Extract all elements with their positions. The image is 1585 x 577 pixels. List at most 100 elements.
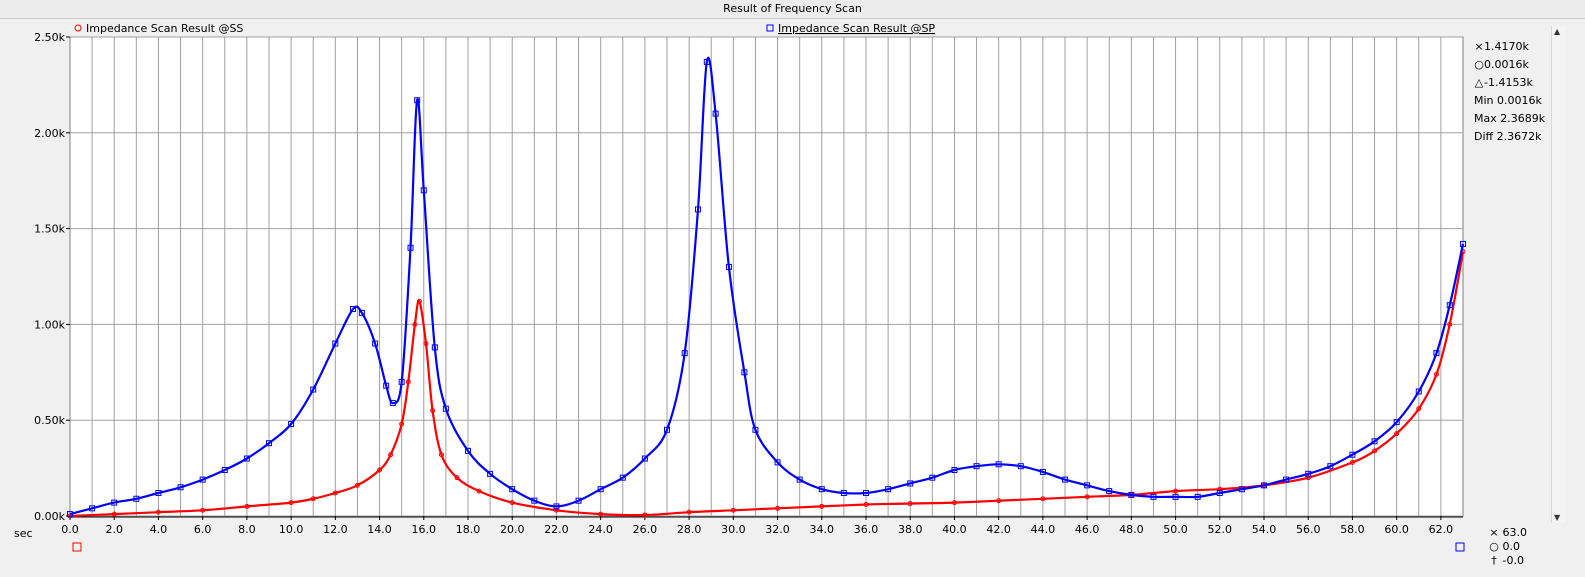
data-point	[996, 498, 1002, 504]
y-tick-label: 0.50k	[34, 414, 65, 427]
data-point	[597, 486, 604, 493]
data-point	[288, 421, 295, 428]
legend-label: Impedance Scan Result @SS	[86, 22, 243, 35]
data-point	[133, 495, 140, 502]
readout-row: ×1.4170k	[1474, 38, 1545, 56]
data-point	[509, 500, 515, 506]
x-tick-label: 32.0	[765, 523, 790, 536]
readout-symbol-icon: △	[1474, 76, 1484, 89]
data-point	[995, 461, 1002, 468]
data-point	[951, 467, 958, 474]
data-point	[487, 470, 494, 477]
data-point	[1349, 459, 1355, 465]
data-point	[1327, 463, 1334, 470]
readout-value: Max 2.3689k	[1474, 112, 1546, 125]
data-point	[416, 298, 422, 304]
data-point	[389, 399, 396, 406]
legend-label: Impedance Scan Result @SP	[778, 22, 935, 35]
data-point	[412, 321, 418, 327]
range-start-marker[interactable]	[72, 542, 82, 552]
data-point	[423, 341, 429, 347]
x-tick-label: 34.0	[810, 523, 835, 536]
data-point	[438, 452, 444, 458]
data-point	[703, 58, 710, 65]
data-point	[354, 482, 360, 488]
value-readout-panel: ×1.4170k ○0.0016k △-1.4153k Min 0.0016k Max …	[1474, 38, 1545, 146]
legend-circle-icon	[74, 24, 82, 32]
scroll-up-icon[interactable]: ▲	[1554, 27, 1561, 36]
data-point	[388, 452, 394, 458]
data-point	[465, 447, 471, 454]
cursor-value: 63.0	[1499, 526, 1527, 539]
data-point	[1062, 476, 1068, 483]
cursor-value: 0.0	[1499, 540, 1520, 553]
data-point	[199, 476, 206, 483]
readout-value: 0.0016k	[1484, 58, 1529, 71]
legend[interactable]: Impedance Scan Result @SS Impedance Scan …	[74, 22, 935, 35]
data-point	[332, 340, 339, 347]
readout-value: -1.4153k	[1484, 76, 1533, 89]
y-tick-label: 2.00k	[34, 127, 65, 140]
readout-symbol-icon: ×	[1474, 40, 1484, 53]
x-tick-label: 38.0	[898, 523, 923, 536]
data-point	[642, 512, 648, 518]
data-point	[310, 386, 317, 393]
data-point	[1460, 240, 1466, 247]
series-line	[69, 251, 1465, 518]
range-end-marker[interactable]	[1455, 542, 1465, 552]
x-tick-label: 18.0	[456, 523, 481, 536]
data-point	[973, 463, 980, 470]
x-axis: 0.0 2.0 4.0 6.0 8.0 10.0 12.0 14.0 16.0 18.0 20.0 2…	[61, 516, 1463, 536]
scroll-down-icon[interactable]: ▼	[1554, 513, 1561, 522]
x-tick-label: 28.0	[677, 523, 702, 536]
data-point	[332, 490, 338, 496]
readout-row: ○0.0016k	[1474, 56, 1545, 74]
data-point	[89, 505, 96, 512]
data-point	[1150, 493, 1157, 500]
series-sp	[67, 56, 1466, 518]
data-point	[907, 480, 914, 487]
data-point	[863, 490, 869, 497]
x-tick-label: 24.0	[588, 523, 613, 536]
data-point	[1217, 486, 1223, 492]
plot-background	[69, 36, 1464, 517]
x-tick-label: 50.0	[1163, 523, 1188, 536]
x-tick-label: 60.0	[1384, 523, 1409, 536]
data-point	[774, 459, 781, 466]
x-tick-label: 8.0	[238, 523, 256, 536]
cursor-value: -0.0	[1499, 554, 1524, 567]
data-point	[575, 497, 582, 504]
legend-item[interactable]: Impedance Scan Result @SS	[74, 22, 243, 35]
data-point	[1305, 475, 1311, 481]
data-point	[664, 426, 670, 433]
data-point	[266, 440, 272, 447]
legend-item[interactable]: Impedance Scan Result @SP	[766, 22, 935, 35]
x-tick-label: 42.0	[986, 523, 1011, 536]
cursor-readout-row: † -0.0	[1489, 554, 1527, 568]
vertical-scrollbar[interactable]: ▲ ▼	[1551, 26, 1566, 523]
data-point	[155, 490, 162, 497]
data-point	[383, 382, 390, 389]
y-tick-label: 0.00k	[34, 510, 65, 523]
x-tick-label: 48.0	[1119, 523, 1144, 536]
data-point	[1039, 468, 1046, 475]
cursor-symbol-icon: ○	[1489, 540, 1499, 553]
data-point	[1393, 419, 1400, 426]
data-point	[752, 426, 759, 433]
data-point	[244, 503, 250, 509]
x-tick-label: 4.0	[150, 523, 168, 536]
data-point	[907, 501, 913, 507]
data-point	[1433, 350, 1440, 357]
data-point	[372, 340, 379, 347]
data-point	[863, 502, 869, 508]
data-point	[177, 484, 184, 491]
data-point	[1416, 406, 1422, 412]
data-point	[796, 476, 803, 483]
data-point	[1084, 482, 1091, 489]
cursor-symbol-icon: ×	[1489, 526, 1499, 539]
data-point	[310, 496, 316, 502]
data-point	[243, 455, 250, 462]
data-point	[553, 503, 560, 510]
readout-row: △-1.4153k	[1474, 74, 1545, 92]
